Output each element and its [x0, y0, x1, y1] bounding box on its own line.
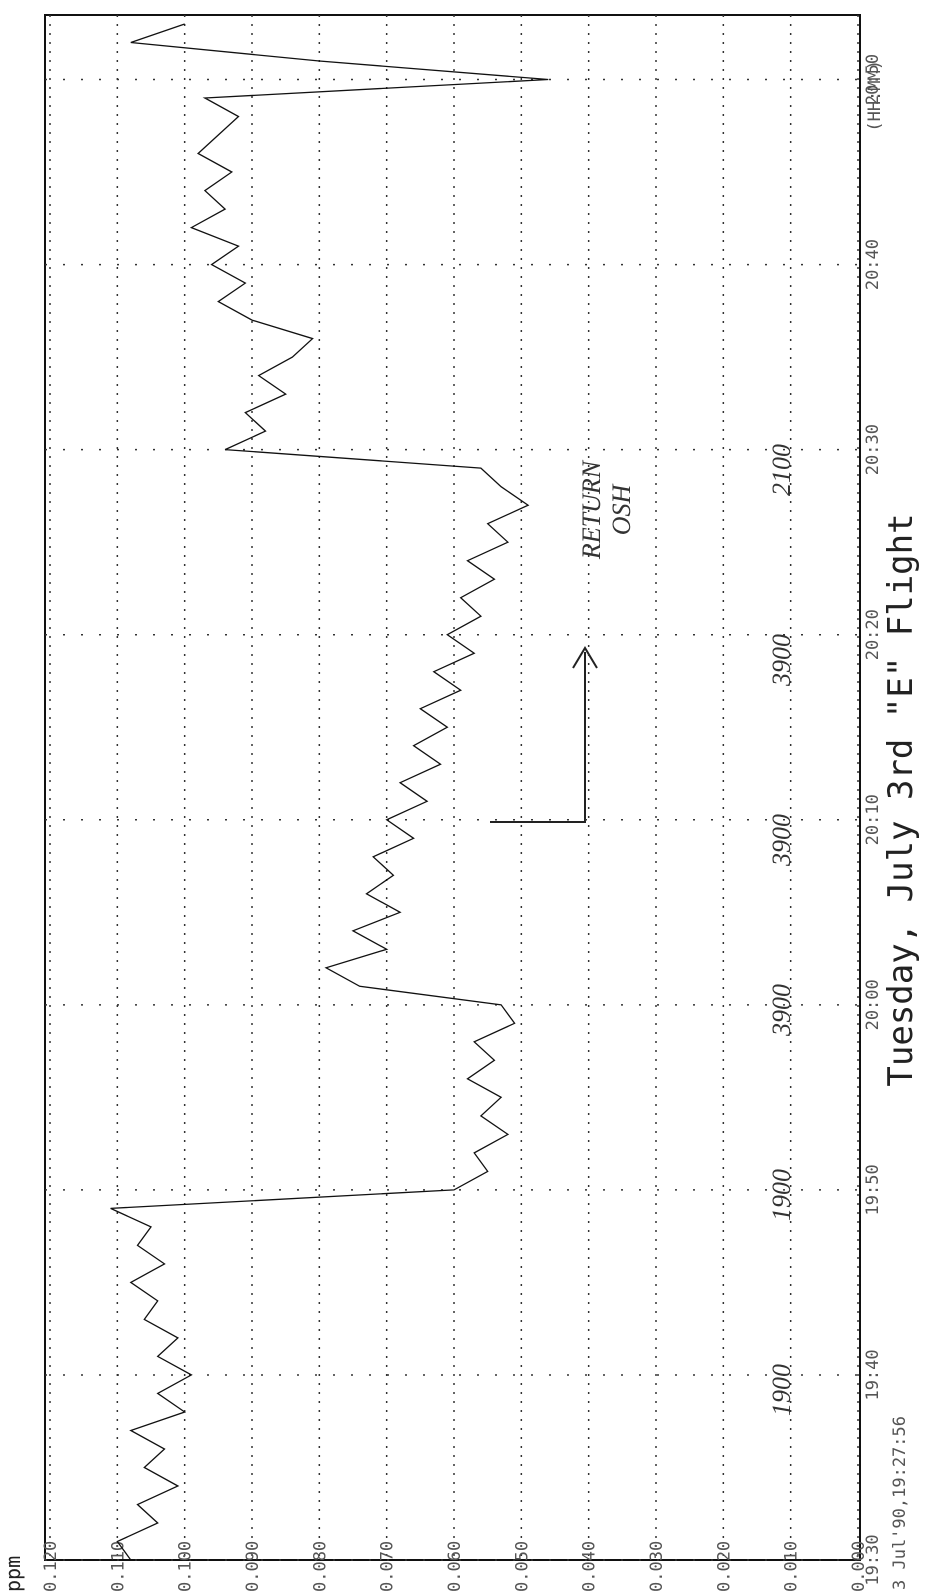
y-tick-label: 0.080: [310, 1541, 330, 1592]
y-tick-label: 0.070: [378, 1541, 398, 1592]
start-stamp: 3 Jul'90,19:27:56: [890, 1416, 910, 1590]
x-tick-label: 20:40: [863, 239, 883, 290]
x-tick-label: 20:30: [863, 424, 883, 475]
annotation: 3900: [767, 984, 796, 1037]
x-tick-label: 19:30: [863, 1534, 883, 1585]
y-tick-label: 0.060: [445, 1541, 465, 1592]
annotation: RETURN: [577, 459, 606, 560]
x-tick-label: 19:40: [863, 1349, 883, 1400]
y-tick-label: 0.040: [580, 1541, 600, 1592]
x-tick-label: 20:00: [863, 979, 883, 1030]
x-tick-label: 20:50: [863, 54, 883, 105]
annotation: 3900: [767, 814, 796, 867]
plot-frame: [44, 14, 861, 1561]
y-tick-label: 0.010: [782, 1541, 802, 1592]
y-tick-label: 0.110: [108, 1541, 128, 1592]
y-tick-label: 0.090: [243, 1541, 263, 1592]
y-tick-label: 0.100: [176, 1541, 196, 1592]
annotation: 2100: [767, 444, 796, 496]
y-tick-label: 0.000: [849, 1541, 869, 1592]
y-tick-label: 0.050: [512, 1541, 532, 1592]
annotation: OSH: [607, 484, 636, 536]
x-tick-label: 20:10: [863, 794, 883, 845]
x-axis-label: (HH:MM): [865, 60, 885, 132]
annotation: 1900: [767, 1169, 796, 1221]
y-tick-label: 0.120: [41, 1541, 61, 1592]
y-axis-label: ppm: [1, 1556, 25, 1592]
chart-title: Tuesday, July 3rd "E" Flight: [881, 513, 921, 1086]
y-tick-label: 0.020: [714, 1541, 734, 1592]
annotation-arrow: [490, 646, 598, 823]
annotation: 3900: [767, 634, 796, 687]
data-line: [110, 23, 549, 1561]
x-tick-label: 19:50: [863, 1164, 883, 1215]
x-tick-label: 20:20: [863, 609, 883, 660]
annotation: 1900: [767, 1364, 796, 1416]
y-tick-label: 0.030: [647, 1541, 667, 1592]
